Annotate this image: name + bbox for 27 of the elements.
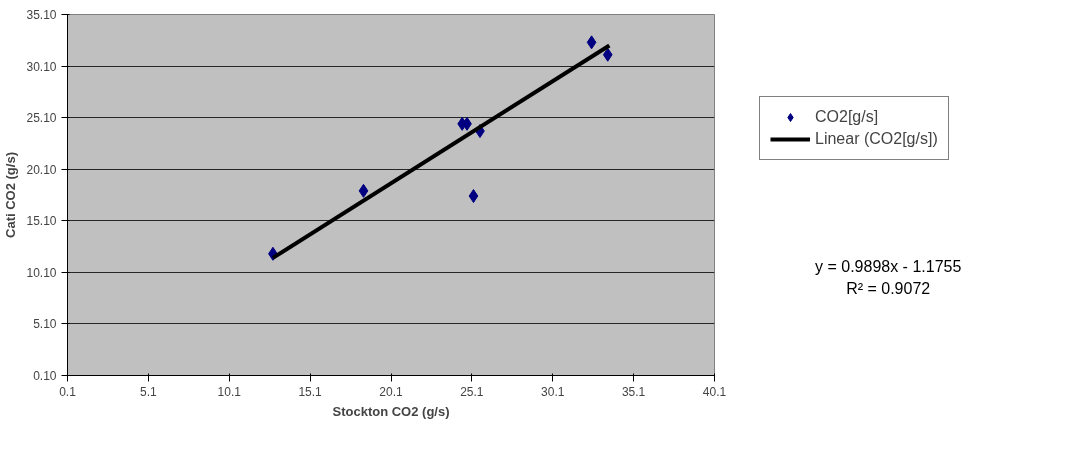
y-tick-label: 20.10 bbox=[26, 162, 57, 177]
y-tick-label: 10.10 bbox=[26, 265, 57, 280]
x-tick-label: 20.1 bbox=[379, 384, 403, 399]
x-tick-label: 40.1 bbox=[702, 384, 727, 399]
y-axis-title: Cati CO2 (g/s) bbox=[3, 152, 19, 238]
y-tick-label: 30.10 bbox=[26, 59, 57, 74]
x-tick-label: 30.1 bbox=[541, 384, 565, 399]
y-tick-label: 5.10 bbox=[33, 317, 57, 332]
text: R² = 0.9072 bbox=[846, 280, 931, 297]
legend-label: CO2[g/s] bbox=[815, 108, 879, 126]
y-tick-label: 0.10 bbox=[33, 369, 57, 383]
x-tick-label: 15.1 bbox=[298, 384, 323, 399]
legend-label: Linear (CO2[g/s]) bbox=[815, 130, 938, 148]
x-tick-label: 10.1 bbox=[217, 384, 242, 399]
x-tick-label: 5.1 bbox=[140, 384, 158, 399]
y-tick-label: 25.10 bbox=[26, 111, 57, 126]
point bbox=[358, 183, 369, 198]
x-tick-label: 35.1 bbox=[621, 384, 646, 399]
x-tick-label: 0.1 bbox=[59, 384, 77, 399]
point bbox=[602, 47, 613, 62]
y-tick-label: 35.10 bbox=[26, 8, 57, 22]
point bbox=[468, 189, 479, 204]
text: y = 0.9898x - 1.1755 bbox=[815, 258, 962, 275]
point bbox=[586, 35, 597, 50]
x-axis-title: Stockton CO2 (g/s) bbox=[332, 403, 450, 419]
y-tick-label: 15.10 bbox=[26, 214, 57, 229]
x-tick-label: 25.1 bbox=[460, 384, 484, 399]
